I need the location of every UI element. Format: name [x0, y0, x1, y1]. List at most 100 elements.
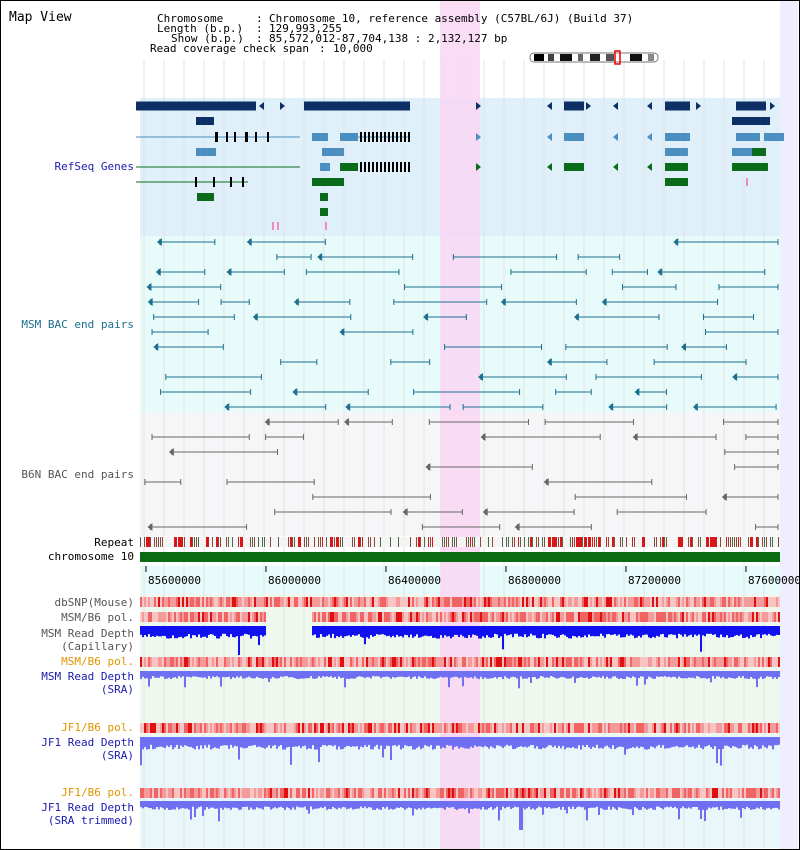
- highlight-region[interactable]: [440, 0, 480, 850]
- repeat-element: [520, 537, 521, 547]
- jf1-trimmed-depth-bar: [306, 801, 308, 810]
- dbsnp-cell: [404, 597, 406, 607]
- jf1-b6-pol-cell: [646, 723, 648, 733]
- jf1-b6-pol-2-cell: [392, 788, 394, 798]
- dbsnp-cell: [290, 597, 292, 607]
- msm-b6-pol-cell: [350, 612, 352, 622]
- jf1-b6-pol-2-cell: [372, 788, 374, 798]
- jf1-trimmed-depth-bar: [404, 801, 406, 810]
- msm-b6-pol-2-cell: [438, 657, 440, 667]
- msm-b6-pol-cell: [648, 612, 650, 622]
- msm-b6-pol-cell: [252, 612, 254, 622]
- dbsnp-cell: [718, 597, 720, 607]
- exon: [368, 162, 370, 172]
- msm-b6-pol-2-cell: [244, 657, 246, 667]
- msm-b6-pol-cell: [534, 612, 536, 622]
- jf1-b6-pol-cell: [226, 723, 228, 733]
- msm-b6-pol-2-cell: [554, 657, 556, 667]
- msm-bac-track[interactable]: [146, 238, 779, 411]
- jf1-b6-pol-2-cell: [662, 788, 664, 798]
- msm-bac-marker: [224, 403, 230, 411]
- repeat-element: [420, 537, 421, 547]
- msm-b6-pol-cell: [466, 612, 468, 622]
- msm-b6-pol-2-cell: [270, 657, 272, 667]
- msm-bac-marker: [155, 268, 161, 276]
- jf1-trimmed-depth-bar: [140, 801, 142, 808]
- jf1-sra-depth-bar: [740, 737, 742, 749]
- msm-sra-depth-bar: [182, 671, 184, 677]
- dbsnp-cell: [666, 597, 668, 607]
- msm-b6-pol-cell: [708, 612, 710, 622]
- jf1-b6-pol-cell: [698, 723, 700, 733]
- dbsnp-cell: [540, 597, 542, 607]
- msm-b6-pol-cell: [224, 612, 226, 622]
- jf1-b6-pol-cell: [768, 723, 770, 733]
- msm-sra-depth-bar: [318, 671, 320, 677]
- jf1-trimmed-depth-bar: [744, 801, 746, 810]
- msm-b6-pol-2-cell: [502, 657, 504, 667]
- jf1-trimmed-depth-bar: [730, 801, 732, 809]
- msm-sra-depth-bar: [738, 671, 740, 677]
- dbsnp-cell: [276, 597, 278, 607]
- msm-capillary-depth-bar: [364, 626, 366, 645]
- msm-capillary-depth-bar: [342, 626, 344, 638]
- msm-sra-depth-bar: [396, 671, 398, 678]
- repeat-base: [140, 537, 780, 547]
- msm-b6-pol-2-cell: [258, 657, 260, 667]
- jf1-b6-pol-2-cell: [516, 788, 518, 798]
- msm-b6-pol-cell: [510, 612, 512, 622]
- msm-b6-pol-2-cell: [576, 657, 578, 667]
- repeat-element: [714, 537, 717, 547]
- msm-capillary-depth-bar: [438, 626, 440, 639]
- exon: [376, 162, 378, 172]
- dbsnp-cell: [392, 597, 394, 607]
- dbsnp-cell: [396, 597, 398, 607]
- dbsnp-cell: [670, 597, 672, 607]
- dbsnp-cell: [626, 597, 628, 607]
- jf1-b6-pol-cell: [564, 723, 566, 733]
- jf1-trimmed-depth-bar: [212, 801, 214, 808]
- chromosome-bar[interactable]: [140, 552, 780, 562]
- gene-block: [320, 193, 328, 201]
- b6n-bac-track[interactable]: [144, 418, 779, 531]
- msm-sra-depth-bar: [768, 671, 770, 677]
- jf1-b6-pol-2-cell: [626, 788, 628, 798]
- repeat-element: [748, 537, 749, 547]
- msm-b6-pol-cell: [226, 612, 228, 622]
- lower-tracks[interactable]: [140, 597, 780, 830]
- msm-capillary-depth-bar: [670, 626, 672, 635]
- jf1-sra-depth-bar: [164, 737, 166, 749]
- jf1-trimmed-depth-bar: [716, 801, 718, 807]
- msm-b6-pol-cell: [314, 612, 316, 622]
- jf1-b6-pol-2-cell: [576, 788, 578, 798]
- msm-b6-pol-cell: [654, 612, 656, 622]
- dbsnp-cell: [766, 597, 768, 607]
- jf1-trimmed-depth-bar: [392, 801, 394, 810]
- msm-b6-pol-cell: [156, 612, 158, 622]
- msm-b6-pol-cell: [316, 612, 318, 622]
- msm-capillary-depth-bar: [480, 626, 482, 639]
- repeat-element: [196, 537, 197, 547]
- axis-tick-label: 85600000: [148, 574, 201, 587]
- jf1-b6-pol-cell: [594, 723, 596, 733]
- jf1-b6-pol-cell: [732, 723, 734, 733]
- jf1-sra-depth-bar: [194, 737, 196, 750]
- refseq-genes-track[interactable]: [136, 101, 784, 231]
- jf1-sra-depth-bar: [522, 737, 524, 748]
- msm-capillary-depth-bar: [658, 626, 660, 637]
- chromosome-ideogram[interactable]: [529, 50, 659, 65]
- repeat-track[interactable]: [140, 537, 780, 547]
- msm-b6-pol-cell: [486, 612, 488, 622]
- exon: [380, 162, 382, 172]
- jf1-sra-depth-bar: [746, 737, 748, 745]
- msm-sra-depth-bar: [512, 671, 514, 677]
- jf1-b6-pol-cell: [750, 723, 752, 733]
- msm-b6-pol-cell: [552, 612, 554, 622]
- jf1-b6-pol-cell: [290, 723, 292, 733]
- msm-b6-pol-2-cell: [460, 657, 462, 667]
- jf1-b6-pol-2-cell: [640, 788, 642, 798]
- dbsnp-cell: [310, 597, 312, 607]
- repeat-element: [448, 537, 449, 547]
- msm-b6-pol-cell: [706, 612, 708, 622]
